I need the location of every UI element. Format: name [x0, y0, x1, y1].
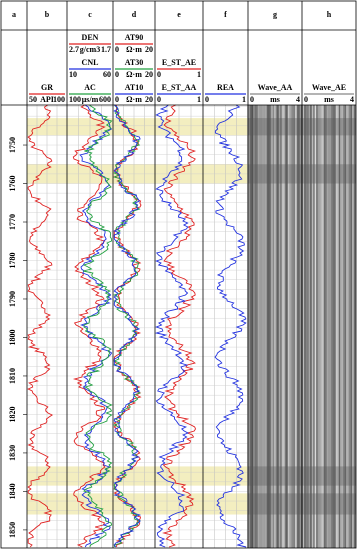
scale-unit: API: [40, 95, 54, 104]
scale-left: 0: [205, 95, 209, 104]
curve-name: AT90: [125, 33, 144, 42]
wave-zone: [248, 466, 302, 486]
depth-label: 1830: [8, 445, 17, 461]
depth-label: 1840: [8, 483, 17, 499]
scale-left: 50: [29, 95, 37, 104]
column-letter: a: [12, 10, 16, 19]
scale-right: 20: [145, 45, 153, 54]
scale-right: 60: [103, 70, 111, 79]
depth-label: 1820: [8, 406, 17, 422]
curve-name: AC: [84, 83, 96, 92]
zone: [27, 118, 248, 136]
log-curve: [27, 104, 54, 548]
zone: [27, 466, 248, 486]
log-curve: [214, 104, 247, 548]
curve-name: REA: [217, 83, 234, 92]
curve-name: Wave_AE: [312, 83, 346, 92]
scale-unit: ms: [324, 95, 334, 104]
curve-name: CNL: [82, 58, 99, 67]
zone: [27, 493, 248, 515]
depth-label: 1800: [8, 329, 17, 345]
scale-left: 0: [304, 95, 308, 104]
scale-right: 1: [242, 95, 246, 104]
scale-right: 4: [350, 95, 354, 104]
curve-name: DEN: [82, 33, 99, 42]
depth-label: 1790: [8, 291, 17, 307]
column-letter: c: [88, 10, 92, 19]
wave-zone: [248, 164, 302, 184]
column-letter: g: [273, 10, 277, 19]
scale-right: 100: [53, 95, 65, 104]
wave-zone: [302, 164, 356, 184]
scale-unit: Ω·m: [126, 45, 142, 54]
log-curve: [82, 104, 113, 548]
curve-name: AT30: [125, 58, 144, 67]
log-curve: [154, 104, 190, 548]
scale-left: 0: [157, 95, 161, 104]
scale-left: 0: [115, 70, 119, 79]
column-letter: h: [327, 10, 332, 19]
depth-label: 1780: [8, 252, 17, 268]
depth-label: 1760: [8, 176, 17, 192]
wave-zone: [302, 493, 356, 515]
scale-left: 2.7: [69, 45, 79, 54]
scale-unit: ms: [270, 95, 280, 104]
wave-zone: [302, 118, 356, 136]
column-letter: e: [177, 10, 181, 19]
scale-unit: μs/m: [82, 95, 99, 104]
column-letter: d: [132, 10, 137, 19]
column-letter: f: [224, 10, 227, 19]
scale-right: 1: [197, 95, 201, 104]
wave-zone: [302, 466, 356, 486]
curve-name: Wave_AA: [258, 83, 293, 92]
depth-label: 1850: [8, 522, 17, 538]
scale-right: 600: [99, 95, 111, 104]
curve-name: GR: [41, 83, 53, 92]
scale-right: 20: [145, 70, 153, 79]
scale-left: 0: [250, 95, 254, 104]
scale-right: 1: [197, 70, 201, 79]
log-curve: [72, 104, 106, 548]
scale-unit: g/cm3: [80, 45, 100, 54]
scale-left: 0: [157, 70, 161, 79]
wave-zone: [248, 493, 302, 515]
scale-unit: Ω·m: [126, 95, 142, 104]
scale-left: 100: [69, 95, 81, 104]
depth-label: 1810: [8, 368, 17, 384]
wave-zone: [248, 118, 302, 136]
log-curve: [162, 104, 197, 548]
depth-label: 1770: [8, 214, 17, 230]
curve-name: AT10: [125, 83, 144, 92]
scale-left: 10: [69, 70, 77, 79]
column-letter: b: [45, 10, 50, 19]
scale-left: 0: [115, 95, 119, 104]
scale-left: 0: [115, 45, 119, 54]
depth-label: 1750: [8, 137, 17, 153]
scale-right: 1.7: [101, 45, 111, 54]
curve-name: E_ST_AA: [162, 83, 197, 92]
scale-unit: Ω·m: [126, 70, 142, 79]
curve-name: E_ST_AE: [162, 58, 196, 67]
log-curve: [113, 104, 142, 548]
scale-right: 20: [145, 95, 153, 104]
scale-right: 4: [296, 95, 300, 104]
